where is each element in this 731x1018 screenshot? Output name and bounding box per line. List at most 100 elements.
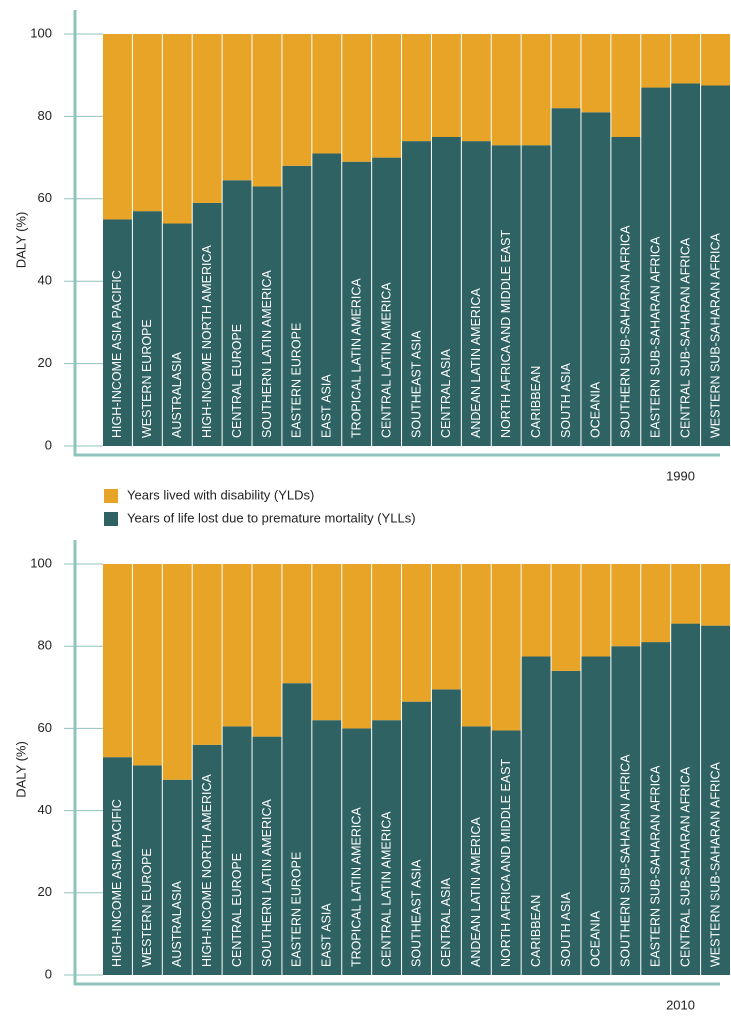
bar-segment (162, 779, 192, 975)
category-label: TROPICAL LATIN AMERICA (349, 278, 363, 438)
bar-segment (103, 757, 132, 975)
bar-segment (252, 564, 282, 737)
year-label: 2010 (666, 997, 695, 1012)
bar-segment (132, 34, 162, 212)
category-label: OCEANIA (589, 910, 603, 967)
bar-segment (671, 83, 701, 446)
bar-segment (521, 564, 551, 657)
y-tick-label: 40 (38, 802, 52, 817)
bar-segment (132, 211, 162, 446)
bar-segment (192, 564, 222, 745)
category-label: EAST ASIA (320, 903, 334, 967)
bar-segment (491, 564, 521, 731)
bar-segment (222, 34, 252, 181)
bar-segment (402, 34, 431, 142)
bar-segment (581, 564, 611, 657)
bar-segment (431, 689, 461, 975)
category-label: ANDEAN LATIN AMERICA (469, 288, 483, 438)
category-label: TROPICAL LATIN AMERICA (349, 807, 363, 967)
bar-segment (461, 141, 491, 446)
bar-segment (611, 34, 641, 137)
bar-segment (641, 642, 671, 975)
bar-segment (342, 728, 372, 975)
category-label: WESTERN SUB-SAHARAN AFRICA (708, 761, 722, 967)
category-label: SOUTHERN LATIN AMERICA (260, 269, 274, 438)
bar-segment (372, 720, 402, 975)
bar-segment (551, 670, 581, 975)
bar-segment (611, 646, 641, 975)
bar-segment (282, 34, 312, 166)
category-label: CENTRAL EUROPE (230, 853, 244, 967)
bar-segment (222, 726, 252, 975)
bar-segment (581, 656, 611, 975)
category-label: WESTERN EUROPE (140, 319, 154, 438)
bar-segment (491, 730, 521, 975)
category-label: SOUTHERN SUB-SAHARAN AFRICA (619, 225, 633, 438)
category-label: SOUTH ASIA (559, 362, 573, 438)
bar-segment (701, 34, 730, 86)
y-tick-label: 80 (38, 638, 52, 653)
category-label: CARIBBEAN (529, 366, 543, 438)
category-label: NORTH AFRICA AND MIDDLE EAST (499, 229, 513, 438)
category-label: CENTRAL SUB-SAHARAN AFRICA (678, 766, 692, 967)
bar-segment (551, 564, 581, 671)
bar-segment (312, 34, 342, 154)
bar-segment (551, 34, 581, 109)
bar-segment (282, 564, 312, 684)
category-label: ANDEAN LATIN AMERICA (469, 817, 483, 967)
y-tick-label: 60 (38, 720, 52, 735)
bar-segment (641, 87, 671, 446)
bar-segment (641, 564, 671, 643)
category-label: WESTERN EUROPE (140, 848, 154, 967)
bar-segment (192, 202, 222, 446)
bar-segment (491, 34, 521, 146)
bar-segment (671, 34, 701, 84)
bar-segment (611, 137, 641, 446)
bar-segment (431, 137, 461, 446)
category-label: EAST ASIA (320, 374, 334, 438)
category-label: HIGH-INCOME NORTH AMERICA (200, 774, 214, 967)
bar-segment (132, 765, 162, 975)
bar-segment (402, 564, 431, 702)
bar-segment (671, 623, 701, 975)
bar-segment (312, 153, 342, 447)
category-label: SOUTH ASIA (559, 891, 573, 967)
category-label: NORTH AFRICA AND MIDDLE EAST (499, 758, 513, 967)
bar-segment (103, 34, 132, 220)
category-label: OCEANIA (589, 381, 603, 438)
bar-segment (701, 85, 730, 446)
bar-segment (103, 564, 132, 758)
bar-segment (162, 564, 192, 780)
bar-segment (461, 726, 491, 975)
y-axis-label: DALY (%) (13, 212, 28, 269)
category-label: CENTRAL SUB-SAHARAN AFRICA (678, 237, 692, 438)
bar-segment (222, 180, 252, 446)
bar-segment (581, 34, 611, 113)
category-label: AUSTRALASIA (170, 351, 184, 438)
legend-label: Years of life lost due to premature mort… (127, 510, 416, 525)
category-label: CARIBBEAN (529, 895, 543, 967)
bar-segment (461, 564, 491, 727)
bar-segment (551, 108, 581, 446)
bar-segment (312, 564, 342, 721)
bar-segment (671, 564, 701, 624)
bar-segment (342, 161, 372, 446)
y-axis-label: DALY (%) (13, 741, 28, 798)
bar-segment (701, 625, 730, 975)
bar-segment (521, 656, 551, 975)
bar-segment (192, 34, 222, 203)
bar-segment (282, 683, 312, 975)
y-tick-label: 20 (38, 884, 52, 899)
y-tick-label: 60 (38, 190, 52, 205)
category-label: CENTRAL ASIA (439, 348, 453, 438)
bar-segment (103, 219, 132, 446)
bar-segment (402, 701, 431, 975)
y-tick-label: 100 (30, 555, 52, 570)
y-tick-label: 20 (38, 355, 52, 370)
category-label: SOUTHERN LATIN AMERICA (260, 798, 274, 967)
category-label: HIGH-INCOME ASIA PACIFIC (110, 270, 124, 438)
bar-segment (222, 564, 252, 727)
bar-segment (342, 564, 372, 729)
bar-segment (372, 157, 402, 446)
